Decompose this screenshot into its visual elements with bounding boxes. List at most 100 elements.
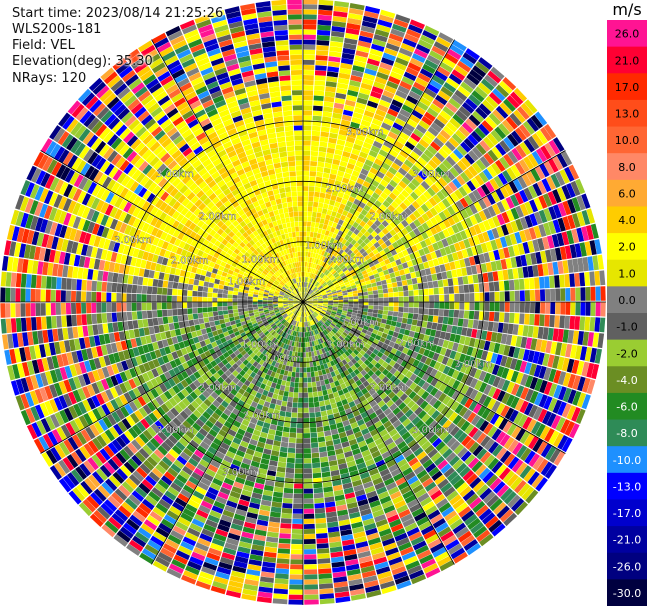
velocity-gate [303, 54, 315, 60]
velocity-gate [303, 418, 310, 423]
velocity-gate [173, 366, 181, 376]
velocity-gate [468, 284, 475, 293]
velocity-gate [490, 353, 498, 364]
velocity-gate [242, 366, 249, 373]
velocity-gate [503, 247, 510, 259]
velocity-gate [413, 367, 421, 376]
velocity-gate [58, 395, 68, 409]
velocity-gate [495, 354, 503, 366]
velocity-gate [344, 492, 356, 500]
velocity-gate [290, 330, 294, 336]
velocity-gate [499, 80, 513, 94]
velocity-gate [309, 315, 313, 321]
velocity-gate [318, 238, 323, 245]
velocity-gate [79, 463, 92, 477]
velocity-gate [476, 529, 491, 543]
velocity-gate [473, 525, 488, 538]
velocity-gate [252, 361, 259, 368]
velocity-gate [306, 272, 310, 278]
velocity-gate [363, 204, 371, 212]
velocity-gate [416, 451, 427, 461]
velocity-gate [404, 362, 413, 371]
velocity-gate [183, 570, 198, 580]
velocity-gate [416, 320, 423, 327]
velocity-gate [242, 324, 248, 329]
velocity-gate [330, 226, 336, 233]
velocity-gate [344, 356, 351, 363]
velocity-gate [347, 230, 353, 237]
velocity-gate [416, 516, 430, 527]
velocity-gate [487, 149, 499, 162]
velocity-gate [298, 397, 303, 403]
velocity-gate [352, 186, 360, 194]
velocity-gate [68, 405, 78, 419]
velocity-gate [362, 141, 373, 150]
velocity-gate [415, 197, 425, 207]
velocity-gate [252, 354, 259, 361]
velocity-gate [316, 316, 321, 321]
velocity-gate [515, 205, 524, 218]
velocity-gate [269, 403, 276, 410]
velocity-gate [328, 366, 334, 373]
velocity-gate [303, 150, 311, 156]
velocity-gate [207, 355, 215, 363]
velocity-gate [305, 347, 309, 353]
velocity-gate [409, 213, 417, 222]
velocity-gate [381, 433, 391, 442]
velocity-gate [303, 423, 310, 428]
velocity-gate [271, 324, 277, 329]
velocity-gate [350, 174, 358, 182]
velocity-gate [499, 156, 510, 170]
velocity-gate [501, 379, 511, 392]
velocity-gate [41, 452, 54, 467]
velocity-gate [513, 279, 520, 290]
velocity-gate [314, 323, 318, 329]
velocity-gate [340, 119, 351, 127]
velocity-gate [301, 312, 303, 317]
velocity-gate [357, 40, 372, 49]
velocity-gate [337, 191, 345, 199]
velocity-gate [356, 462, 367, 470]
velocity-gate [118, 505, 132, 518]
velocity-gate [358, 275, 364, 280]
velocity-gate [443, 385, 452, 395]
velocity-gate [424, 302, 429, 309]
velocity-gate [378, 528, 392, 537]
velocity-gate [444, 140, 456, 152]
velocity-gate [399, 108, 411, 118]
velocity-gate [444, 332, 451, 341]
velocity-gate [306, 231, 311, 237]
velocity-gate [544, 276, 550, 289]
velocity-gate [594, 348, 602, 364]
velocity-gate [235, 392, 243, 400]
velocity-gate [313, 312, 318, 316]
velocity-gate [277, 329, 283, 335]
velocity-gate [285, 344, 289, 350]
velocity-gate [482, 99, 495, 112]
velocity-gate [282, 503, 293, 509]
velocity-gate [388, 306, 394, 312]
velocity-gate [307, 283, 311, 288]
velocity-gate [519, 141, 531, 156]
velocity-gate [334, 443, 343, 450]
velocity-gate [260, 458, 270, 465]
velocity-gate [298, 342, 301, 348]
velocity-gate [325, 506, 337, 513]
velocity-gate [370, 373, 378, 381]
velocity-gate [397, 286, 404, 292]
velocity-gate [510, 370, 519, 383]
velocity-gate [313, 302, 318, 304]
velocity-gate [549, 448, 561, 464]
velocity-gate [337, 219, 344, 226]
velocity-gate [179, 410, 189, 420]
velocity-gate [252, 539, 266, 547]
velocity-gate [345, 497, 357, 505]
velocity-gate [425, 430, 435, 441]
velocity-gate [428, 197, 438, 207]
velocity-gate [522, 241, 530, 254]
velocity-gate [537, 352, 545, 365]
velocity-gate [173, 554, 188, 565]
velocity-gate [514, 480, 527, 494]
velocity-gate [335, 234, 341, 241]
velocity-gate [312, 313, 317, 318]
